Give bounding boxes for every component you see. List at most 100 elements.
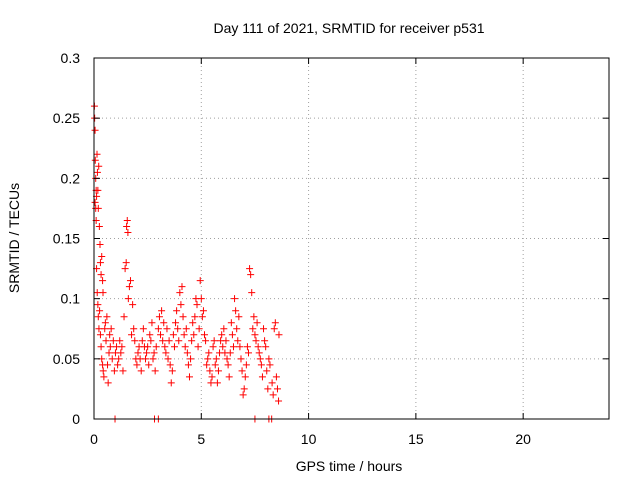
y-tick-label: 0.25 (53, 110, 80, 126)
data-point (97, 271, 105, 279)
data-point (255, 349, 263, 357)
data-point (96, 331, 104, 339)
chart-title: Day 111 of 2021, SRMTID for receiver p53… (213, 20, 484, 36)
data-point (207, 379, 215, 387)
data-point (202, 337, 210, 345)
data-point (189, 319, 197, 327)
data-point (254, 343, 262, 351)
data-point (119, 367, 127, 375)
data-point (241, 373, 249, 381)
data-point (183, 349, 191, 357)
data-point (204, 355, 212, 363)
data-point (96, 241, 104, 249)
data-point (223, 355, 231, 363)
data-point (160, 319, 168, 327)
data-point (237, 355, 245, 363)
data-point (228, 331, 236, 339)
data-point (219, 343, 227, 351)
data-point (158, 307, 166, 315)
data-point (173, 307, 181, 315)
data-point (144, 343, 152, 351)
data-point (126, 277, 134, 285)
data-point (142, 355, 149, 363)
data-point (123, 216, 131, 224)
data-point (185, 373, 193, 381)
y-tick-label: 0.1 (61, 291, 81, 307)
data-point (109, 337, 117, 345)
data-point (226, 349, 234, 357)
data-point (232, 307, 240, 315)
data-point (94, 186, 102, 194)
data-point (155, 313, 163, 321)
data-point (240, 385, 248, 393)
data-point (177, 301, 185, 309)
y-axis-label: SRMTID / TECUs (6, 183, 22, 293)
data-point (260, 325, 268, 333)
data-point (122, 259, 130, 267)
data-point (275, 331, 283, 339)
data-point (263, 367, 271, 375)
data-point (98, 253, 106, 261)
data-point (167, 379, 175, 387)
data-point (96, 259, 104, 267)
data-point (91, 126, 99, 134)
x-tick-label: 20 (515, 431, 531, 447)
data-point (169, 331, 177, 339)
data-point (108, 355, 116, 363)
data-point (104, 379, 112, 387)
data-point (150, 349, 158, 357)
data-point (99, 367, 107, 375)
data-point (238, 367, 246, 375)
data-point (93, 150, 101, 158)
data-point (252, 337, 260, 345)
x-tick-label: 10 (301, 431, 317, 447)
data-point (120, 313, 128, 321)
data-point (235, 313, 243, 321)
data-point (125, 283, 133, 291)
data-point (181, 343, 189, 351)
data-point (269, 391, 277, 399)
data-point (220, 325, 228, 333)
data-point (268, 379, 276, 387)
data-point (213, 379, 221, 387)
data-point (172, 319, 180, 327)
data-point (214, 367, 222, 375)
data-point (128, 331, 136, 339)
data-point (212, 355, 220, 363)
data-point (251, 331, 259, 339)
data-point (99, 277, 107, 285)
data-point (137, 367, 145, 375)
x-tick-label: 0 (90, 431, 98, 447)
data-point (205, 349, 213, 357)
data-point (148, 319, 156, 327)
data-point (191, 313, 199, 321)
data-point (271, 319, 279, 327)
data-point (96, 307, 104, 315)
x-axis-label: GPS time / hours (296, 458, 403, 474)
data-point (145, 361, 153, 369)
data-point (180, 331, 188, 339)
gridlines (94, 58, 609, 419)
data-point (166, 361, 174, 369)
x-tick-label: 15 (408, 431, 424, 447)
data-point (170, 343, 178, 351)
x-tick-label: 5 (197, 431, 205, 447)
y-tick-labels: 0 0.05 0.1 0.15 0.2 0.25 0.3 (53, 50, 80, 427)
data-point (253, 319, 261, 327)
data-point (249, 325, 257, 333)
data-point (157, 331, 165, 339)
data-point (102, 337, 110, 345)
data-point (92, 204, 100, 212)
data-point (103, 313, 111, 321)
data-point (243, 343, 251, 351)
data-point (159, 337, 167, 345)
data-point (118, 343, 126, 351)
data-point (193, 301, 201, 309)
data-point (275, 397, 283, 405)
data-point (206, 367, 214, 375)
x-tick-labels: 0 5 10 15 20 (90, 431, 531, 447)
data-point (245, 349, 252, 357)
data-point (234, 337, 242, 345)
